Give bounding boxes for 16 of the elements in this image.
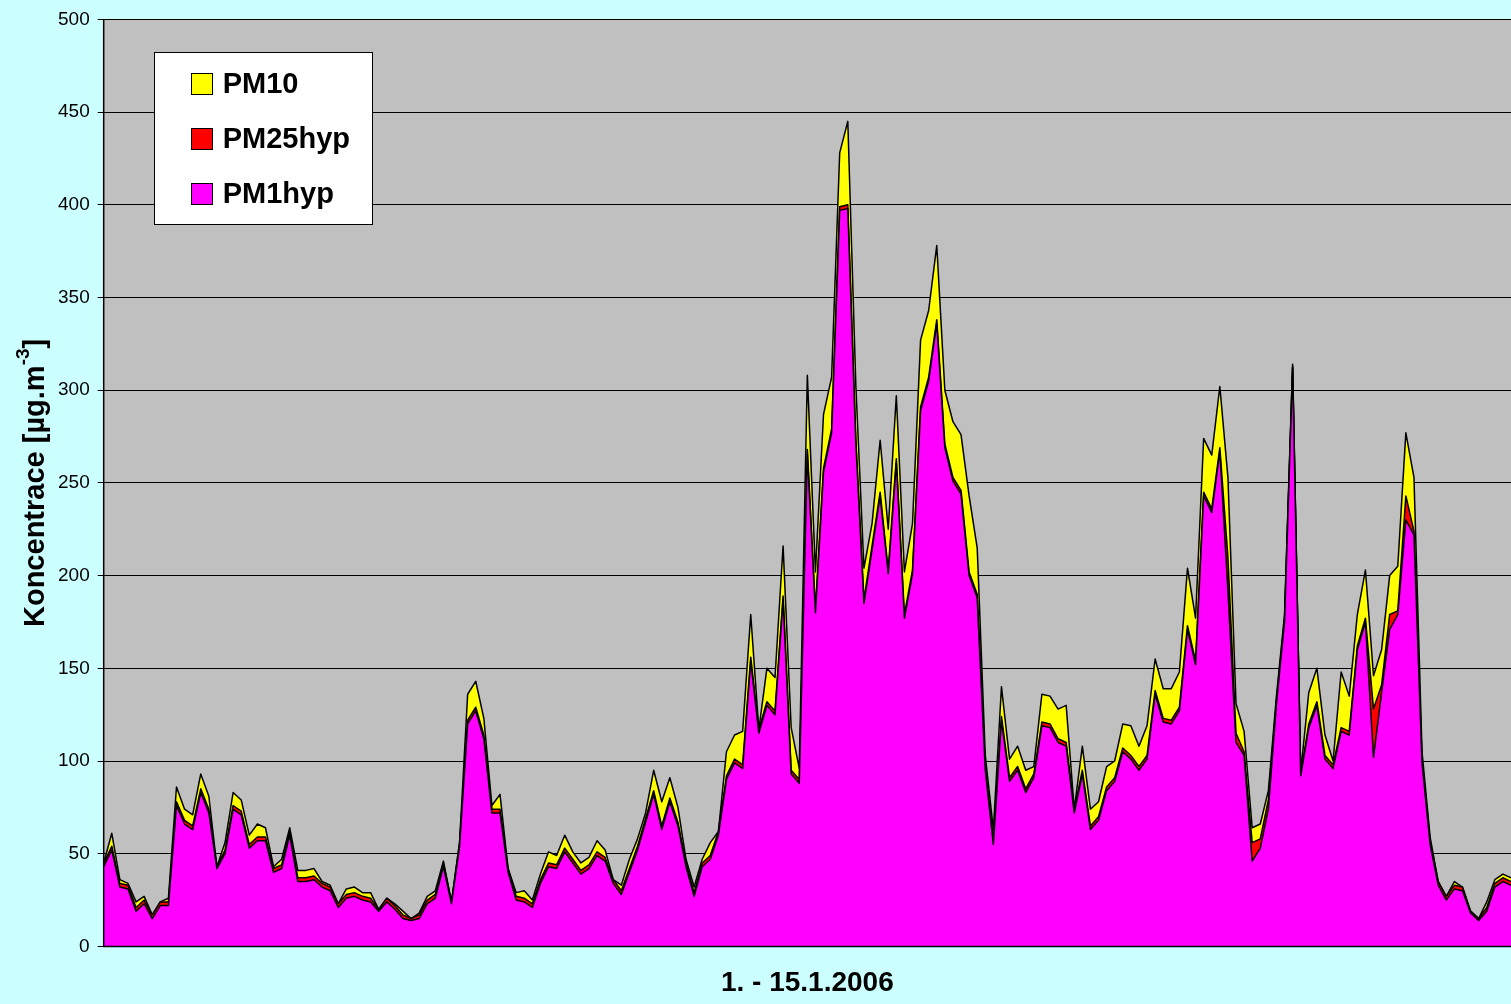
y-tick-label: 400 bbox=[58, 193, 90, 215]
x-axis-title: 1. - 15.1.2006 bbox=[720, 965, 894, 997]
legend-label: PM10 bbox=[222, 67, 299, 101]
y-tick-label: 200 bbox=[58, 563, 90, 585]
y-tick-label: 350 bbox=[58, 285, 90, 307]
legend-label: PM1hyp bbox=[222, 177, 334, 211]
y-tick-label: 100 bbox=[58, 749, 90, 771]
legend-label: PM25hyp bbox=[222, 122, 351, 156]
y-tick-label: 500 bbox=[58, 7, 90, 29]
y-tick-label: 50 bbox=[68, 841, 90, 863]
y-tick-label: 150 bbox=[58, 656, 90, 678]
y-axis-title: Koncentrace [µg.m-3] bbox=[12, 338, 50, 627]
y-tick-label: 300 bbox=[58, 378, 90, 400]
y-tick-label: 0 bbox=[79, 934, 90, 956]
y-tick-label: 450 bbox=[58, 100, 90, 122]
y-tick-label: 250 bbox=[58, 471, 90, 493]
